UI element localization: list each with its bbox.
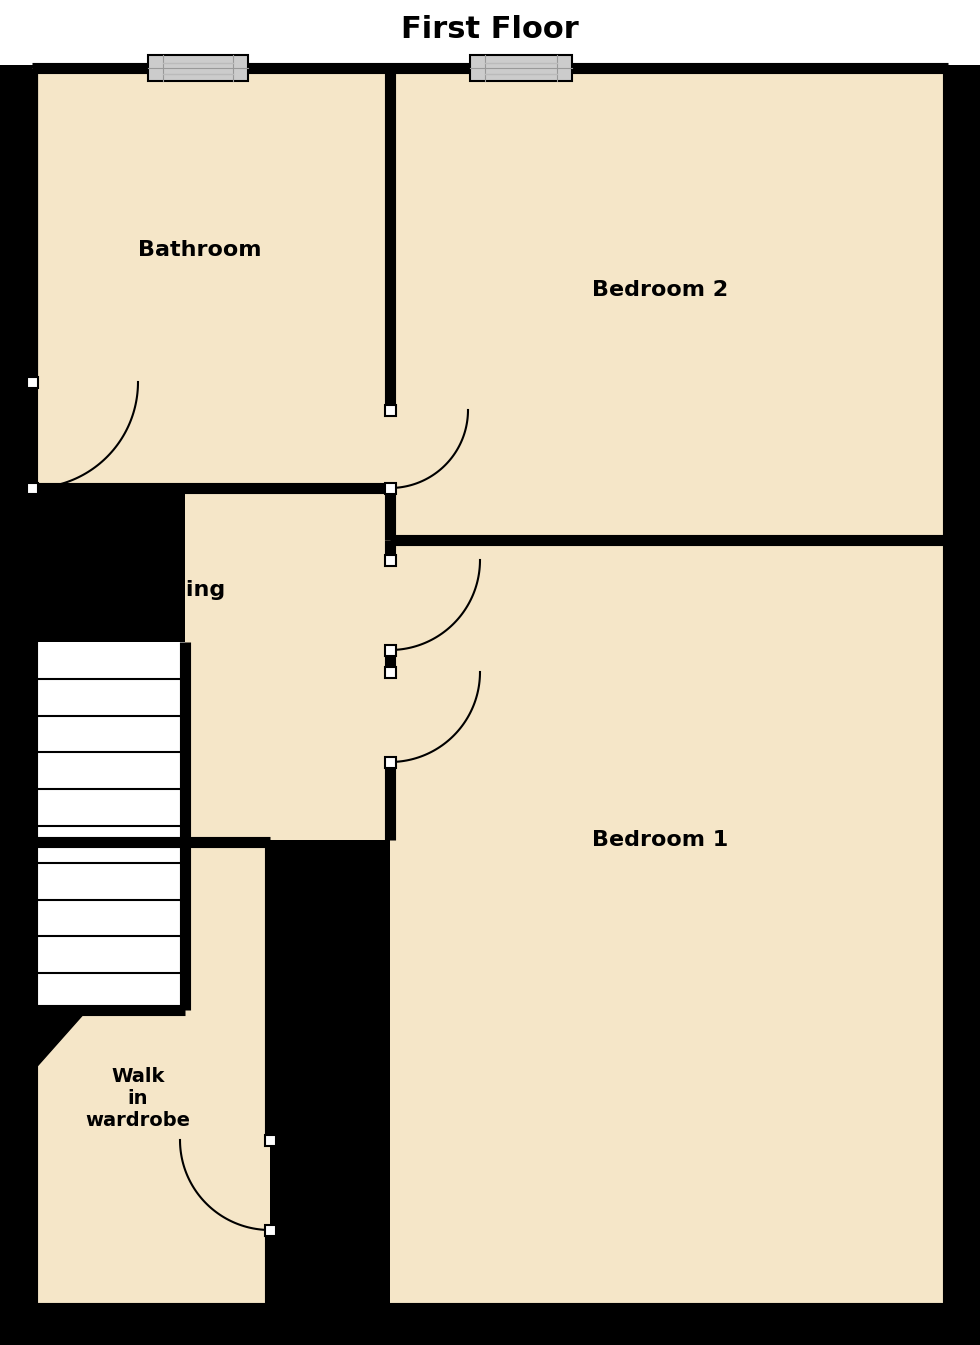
Bar bbox=[390, 539, 948, 1307]
Text: Bedroom 1: Bedroom 1 bbox=[592, 830, 728, 850]
Bar bbox=[26, 377, 37, 387]
Bar bbox=[185, 488, 390, 841]
Polygon shape bbox=[32, 1010, 87, 1072]
Bar bbox=[384, 483, 396, 494]
Bar bbox=[32, 69, 390, 488]
Bar bbox=[32, 642, 185, 1010]
Bar bbox=[265, 1224, 275, 1236]
Text: Bedroom 2: Bedroom 2 bbox=[592, 280, 728, 300]
Bar bbox=[384, 405, 396, 416]
Bar bbox=[32, 842, 270, 1307]
Text: Bathroom: Bathroom bbox=[138, 239, 262, 260]
Bar bbox=[0, 0, 980, 65]
Bar bbox=[148, 55, 248, 81]
Text: Walk
in
wardrobe: Walk in wardrobe bbox=[85, 1067, 190, 1130]
Bar bbox=[384, 667, 396, 678]
Bar bbox=[384, 554, 396, 565]
Bar bbox=[384, 756, 396, 768]
Bar bbox=[384, 644, 396, 655]
Bar bbox=[265, 1134, 275, 1146]
Bar bbox=[470, 55, 572, 81]
Text: First Floor: First Floor bbox=[401, 16, 579, 44]
Text: Landing: Landing bbox=[124, 580, 225, 600]
Bar bbox=[390, 69, 948, 539]
Bar bbox=[26, 483, 37, 494]
